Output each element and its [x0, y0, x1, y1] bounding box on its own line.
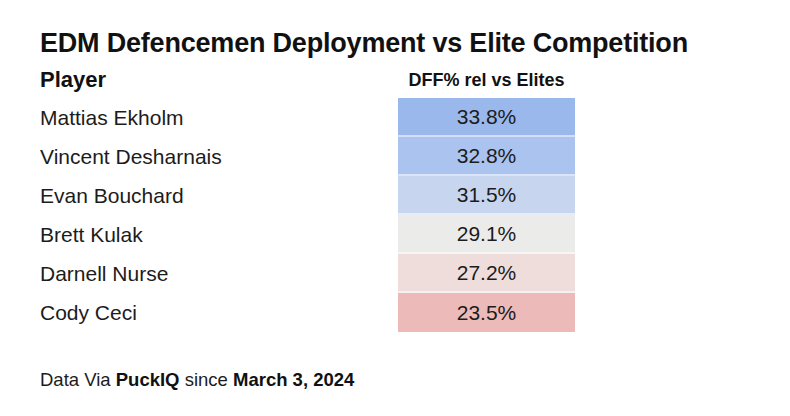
- value-cell: 23.5%: [398, 293, 575, 332]
- player-name: Darnell Nurse: [40, 262, 168, 286]
- column-header-player: Player: [40, 67, 106, 93]
- table-row: Evan Bouchard 31.5%: [0, 176, 790, 215]
- table-row: Vincent Desharnais 32.8%: [0, 137, 790, 176]
- table-row: Mattias Ekholm 33.8%: [0, 98, 790, 137]
- value-text: 33.8%: [457, 105, 517, 129]
- table-row: Darnell Nurse 27.2%: [0, 254, 790, 293]
- source-date: March 3, 2024: [233, 369, 354, 390]
- value-text: 29.1%: [457, 222, 517, 246]
- value-text: 27.2%: [457, 261, 517, 285]
- table-header-row: Player DFF% rel vs Elites: [0, 66, 790, 96]
- value-cell: 29.1%: [398, 215, 575, 254]
- source-note: Data Via PuckIQ since March 3, 2024: [40, 369, 354, 391]
- value-cell: 27.2%: [398, 254, 575, 293]
- source-name: PuckIQ: [116, 369, 180, 390]
- value-cell: 32.8%: [398, 137, 575, 176]
- table-row: Brett Kulak 29.1%: [0, 215, 790, 254]
- player-name: Evan Bouchard: [40, 184, 184, 208]
- value-text: 32.8%: [457, 144, 517, 168]
- player-name: Cody Ceci: [40, 301, 137, 325]
- heatmap-table-graphic: EDM Defencemen Deployment vs Elite Compe…: [0, 0, 790, 416]
- table-row: Cody Ceci 23.5%: [0, 293, 790, 332]
- player-name: Mattias Ekholm: [40, 106, 184, 130]
- source-note-middle: since: [180, 369, 233, 390]
- player-name: Vincent Desharnais: [40, 145, 222, 169]
- page-title: EDM Defencemen Deployment vs Elite Compe…: [40, 28, 688, 59]
- value-cell: 31.5%: [398, 176, 575, 215]
- player-name: Brett Kulak: [40, 223, 143, 247]
- value-text: 23.5%: [457, 301, 517, 325]
- value-cell: 33.8%: [398, 98, 575, 137]
- column-header-dff-rel: DFF% rel vs Elites: [398, 70, 575, 91]
- source-note-prefix: Data Via: [40, 369, 116, 390]
- table-body: Mattias Ekholm 33.8% Vincent Desharnais …: [0, 98, 790, 332]
- value-text: 31.5%: [457, 183, 517, 207]
